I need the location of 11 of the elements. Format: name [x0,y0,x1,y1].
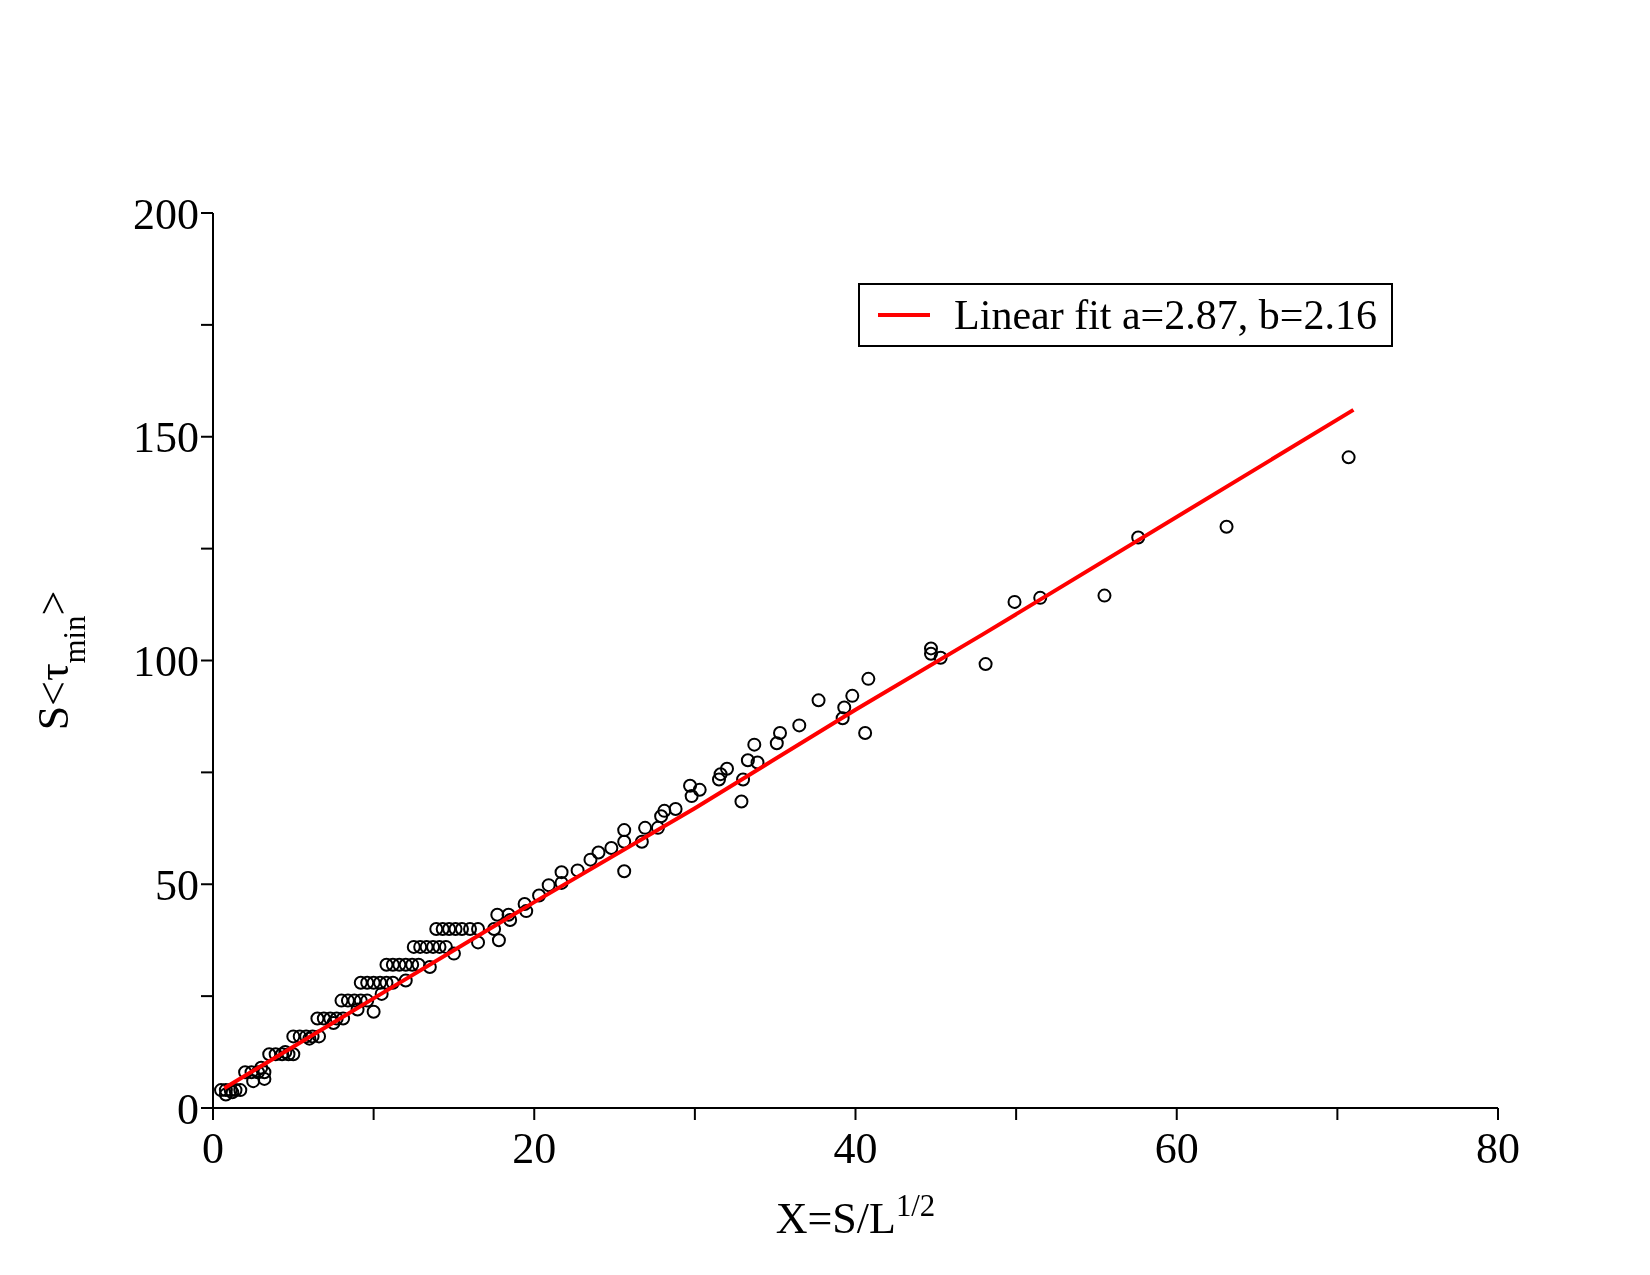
y-tick-label: 0 [177,1084,199,1134]
x-tick-label: 80 [1476,1124,1520,1174]
legend-label: Linear fit a=2.87, b=2.16 [954,291,1377,339]
x-axis-title: X=S/L$^{1/2}$ [775,1189,936,1243]
y-tick-label: 150 [133,413,199,463]
x-tick-label: 60 [1154,1124,1199,1174]
x-tick-label: 20 [512,1124,557,1174]
x-tick-label: 40 [833,1124,878,1174]
y-tick-label: 100 [133,637,199,687]
y-tick-label: 200 [133,189,199,239]
y-tick-label: 50 [155,860,199,910]
